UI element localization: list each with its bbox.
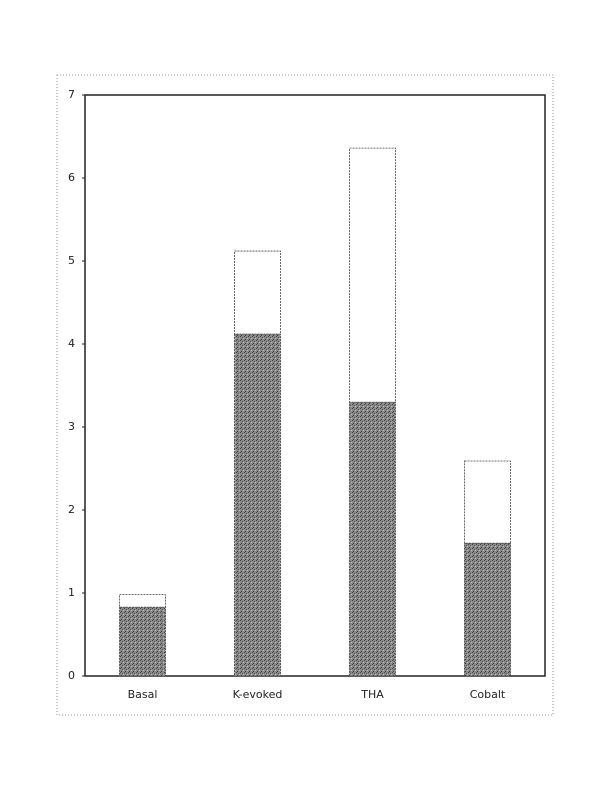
bar-segment	[464, 542, 511, 677]
y-tick-label: 4	[68, 337, 75, 350]
bar-segment	[349, 147, 396, 403]
bar-segment	[234, 250, 281, 335]
y-tick-label: 6	[68, 171, 75, 184]
bar-segment	[119, 594, 166, 608]
x-tick-label: Basal	[128, 688, 158, 701]
bar-segment	[464, 460, 511, 544]
y-tick-label: 0	[68, 669, 75, 682]
x-tick-label: K-evoked	[233, 688, 283, 701]
y-tick-label: 2	[68, 503, 75, 516]
plot-frame	[84, 94, 546, 677]
x-tick-label: THA	[360, 688, 384, 701]
bar-segment	[234, 333, 281, 677]
y-tick-label: 3	[68, 420, 75, 433]
outer-frame	[56, 74, 554, 716]
y-tick-label: 7	[68, 88, 75, 101]
bar-segment	[119, 606, 166, 677]
y-tick-label: 1	[68, 586, 75, 599]
x-tick-label: Cobalt	[470, 688, 506, 701]
bar-segment	[349, 401, 396, 677]
y-tick-label: 5	[68, 254, 75, 267]
